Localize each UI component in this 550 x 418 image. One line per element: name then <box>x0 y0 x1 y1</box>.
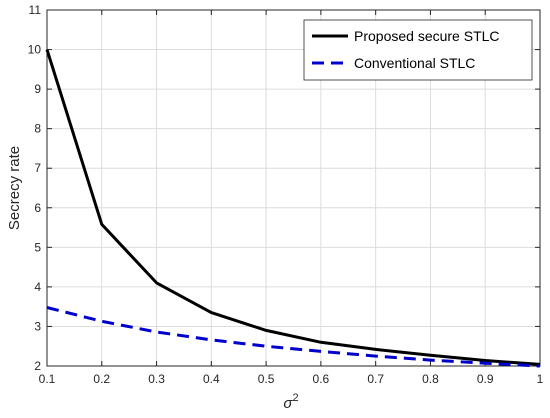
x-tick-label: 0.2 <box>93 372 110 386</box>
y-tick-label: 7 <box>34 161 41 175</box>
x-axis-title-superscript: 2 <box>292 392 298 404</box>
legend-label-1: Proposed secure STLC <box>354 28 500 44</box>
y-tick-label: 10 <box>28 43 42 57</box>
y-tick-label: 6 <box>34 201 41 215</box>
axes-box <box>46 9 541 367</box>
x-tick-label: 1 <box>537 372 544 386</box>
legend-label-2: Conventional STLC <box>354 55 475 71</box>
y-tick-label: 4 <box>34 280 41 294</box>
y-tick-label: 2 <box>34 359 41 373</box>
y-tick-label: 8 <box>34 122 41 136</box>
series-line-2 <box>46 306 541 368</box>
x-tick-label: 0.6 <box>313 372 330 386</box>
legend-box <box>303 19 533 81</box>
x-tick-label: 0.5 <box>258 372 275 386</box>
y-tick-label: 11 <box>29 3 42 17</box>
tick-labels: 0.1 0.2 0.3 0.4 0.5 0.6 0.7 0.8 0.9 1 2 3 4 5 6 7 8 9 10 11 <box>28 3 544 386</box>
series-line-1 <box>45 49 541 366</box>
y-axis-title: Secrecy rate <box>6 146 23 230</box>
x-axis-title: σ2 <box>283 392 298 412</box>
legend: Proposed secure STLC Conventional STLC <box>303 19 533 81</box>
y-tick-label: 9 <box>34 82 41 96</box>
series-lines <box>45 49 541 368</box>
x-tick-label: 0.3 <box>148 372 165 386</box>
y-tick-label: 5 <box>34 240 41 254</box>
x-tick-label: 0.7 <box>367 372 384 386</box>
x-tick-label: 0.8 <box>422 372 439 386</box>
x-tick-label: 0.4 <box>203 372 220 386</box>
x-tick-label: 0.1 <box>39 372 56 386</box>
y-tick-label: 3 <box>34 319 41 333</box>
x-axis-title-symbol: σ <box>283 395 293 412</box>
x-tick-label: 0.9 <box>477 372 494 386</box>
axes <box>46 9 541 367</box>
